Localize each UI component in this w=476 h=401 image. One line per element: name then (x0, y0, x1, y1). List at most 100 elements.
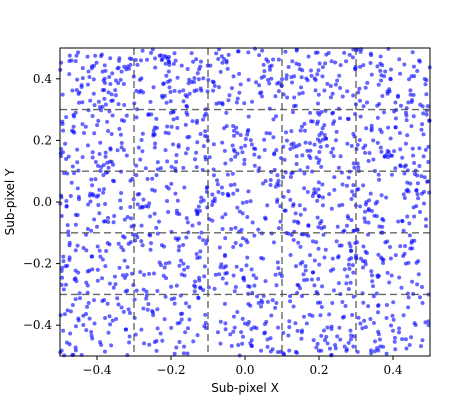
x-tick-label: 0.0 (235, 363, 254, 377)
data-point (172, 351, 177, 356)
data-point (73, 324, 78, 329)
data-point (85, 304, 90, 309)
data-point (223, 236, 228, 241)
data-point (325, 341, 330, 346)
data-point (102, 76, 107, 81)
data-point (155, 167, 160, 172)
data-point (163, 130, 168, 135)
data-point (421, 111, 426, 116)
data-point (425, 179, 430, 184)
data-point (364, 251, 369, 256)
data-point (103, 102, 108, 107)
data-point (116, 102, 121, 107)
data-point (255, 294, 260, 299)
data-point (410, 98, 415, 103)
data-point (393, 347, 398, 352)
data-point (192, 289, 197, 294)
data-point (363, 202, 368, 207)
data-point (402, 171, 407, 176)
data-point (167, 85, 172, 90)
data-point (222, 126, 227, 131)
data-point (147, 201, 152, 206)
data-point (409, 335, 414, 340)
data-point (204, 186, 209, 191)
data-point (116, 241, 121, 246)
data-point (289, 129, 294, 134)
data-point (110, 178, 115, 183)
data-point (263, 179, 268, 184)
data-point (286, 189, 291, 194)
data-point (232, 182, 237, 187)
data-point (282, 157, 287, 162)
data-point (322, 338, 327, 343)
data-point (314, 240, 319, 245)
data-point (241, 275, 246, 280)
data-point (202, 274, 207, 279)
data-point (346, 117, 351, 122)
data-point (278, 219, 283, 224)
data-point (129, 57, 134, 62)
data-point (130, 271, 135, 276)
data-point (119, 69, 124, 74)
data-point (369, 53, 374, 58)
data-point (216, 189, 221, 194)
data-point (185, 146, 190, 151)
data-point (275, 200, 280, 205)
data-point (149, 241, 153, 246)
data-point (298, 168, 303, 173)
data-point (388, 256, 393, 261)
data-point (352, 228, 357, 233)
data-point (308, 110, 313, 115)
data-point (372, 213, 377, 218)
data-point (322, 255, 327, 260)
data-point (411, 114, 416, 119)
data-point (183, 151, 188, 156)
data-point (228, 183, 233, 188)
data-point (144, 296, 149, 301)
data-point (335, 224, 340, 229)
data-point (203, 129, 208, 134)
data-point (356, 315, 361, 320)
data-point (141, 306, 146, 311)
data-point (181, 242, 186, 247)
data-point (226, 193, 231, 198)
data-point (80, 76, 85, 81)
data-point (128, 204, 133, 209)
data-point (325, 325, 330, 330)
data-point (89, 330, 94, 335)
data-point (271, 57, 276, 62)
data-point (351, 270, 356, 275)
data-point (329, 324, 334, 329)
data-point (319, 130, 324, 135)
data-point (320, 203, 325, 208)
data-point (161, 81, 166, 86)
data-point (224, 58, 229, 63)
data-point (195, 333, 200, 338)
data-point (261, 181, 266, 186)
data-point (303, 264, 308, 269)
data-point (164, 184, 169, 189)
data-point (397, 275, 402, 280)
data-point (319, 110, 324, 115)
data-point (177, 89, 182, 94)
data-point (86, 69, 91, 74)
data-point (61, 328, 66, 333)
data-point (380, 217, 385, 222)
data-point (293, 321, 298, 326)
y-axis-label: Sub-pixel Y (3, 168, 17, 235)
data-point (406, 295, 411, 300)
data-point (375, 64, 380, 69)
data-point (291, 203, 296, 208)
data-point (215, 330, 220, 335)
data-point (400, 219, 405, 224)
data-point (365, 100, 369, 105)
data-point (317, 262, 322, 267)
data-point (318, 144, 323, 149)
data-point (270, 347, 275, 352)
data-point (322, 132, 327, 137)
data-point (163, 148, 168, 153)
data-point (397, 330, 402, 335)
data-point (160, 95, 165, 100)
data-point (76, 316, 81, 321)
data-point (328, 95, 333, 100)
